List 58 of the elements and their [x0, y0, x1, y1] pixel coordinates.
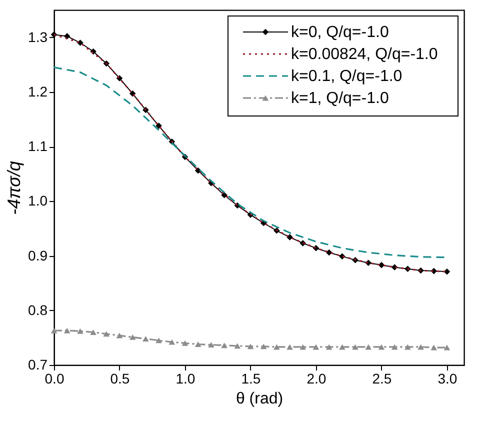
x-tick-label: 2.5 — [372, 370, 392, 386]
point — [418, 344, 424, 350]
point — [444, 268, 450, 275]
point — [430, 344, 438, 350]
point — [103, 331, 110, 337]
point — [77, 40, 84, 46]
x-tick-label: 3.0 — [438, 370, 458, 386]
legend-label: k=1, Q/q=-1.0 — [291, 90, 389, 107]
point — [300, 344, 306, 350]
point — [156, 338, 162, 344]
x-tick-label: 0.5 — [110, 370, 130, 386]
y-tick-label: 1.2 — [28, 83, 48, 100]
y-axis-title: -4πσ/q — [4, 161, 24, 215]
legend-label: k=0.00824, Q/q=-1.0 — [291, 46, 438, 63]
point — [444, 344, 450, 350]
y-tick-label: 0.8 — [28, 302, 48, 318]
point — [116, 332, 123, 338]
point — [378, 262, 385, 268]
point — [129, 334, 136, 340]
x-tick-label: 0.0 — [44, 370, 64, 386]
y-tick-label: 0.7 — [28, 356, 48, 372]
point — [404, 344, 411, 350]
point — [182, 340, 188, 346]
point — [339, 344, 346, 350]
point — [221, 342, 228, 348]
point — [50, 328, 58, 334]
point — [168, 339, 176, 345]
point — [234, 343, 241, 349]
legend-label: k=0.1, Q/q=-1.0 — [291, 68, 402, 85]
x-tick-label: 1.0 — [176, 370, 196, 386]
point — [77, 328, 84, 334]
point — [352, 344, 358, 350]
point — [194, 342, 202, 347]
point — [286, 344, 293, 350]
point — [64, 328, 70, 334]
x-axis-title: θ (rad) — [236, 390, 284, 408]
point — [274, 344, 280, 350]
y-tick-label: 1.1 — [28, 138, 48, 154]
y-tick-label: 1.0 — [28, 192, 48, 209]
legend-label: k=0, Q/q=-1.0 — [291, 24, 389, 41]
point — [378, 344, 385, 350]
point — [221, 192, 228, 198]
point — [260, 344, 267, 350]
point — [156, 122, 162, 129]
point — [247, 344, 254, 350]
point — [312, 344, 320, 350]
y-tick-label: 1.3 — [28, 28, 48, 45]
point — [286, 234, 293, 240]
point — [365, 344, 372, 350]
point — [326, 344, 332, 350]
point — [90, 329, 96, 335]
point — [208, 342, 214, 348]
point — [129, 90, 136, 97]
x-tick-label: 2.0 — [306, 370, 326, 386]
point — [142, 336, 149, 342]
point — [391, 344, 398, 350]
y-tick-label: 0.9 — [28, 247, 48, 264]
x-tick-label: 1.5 — [241, 370, 261, 386]
